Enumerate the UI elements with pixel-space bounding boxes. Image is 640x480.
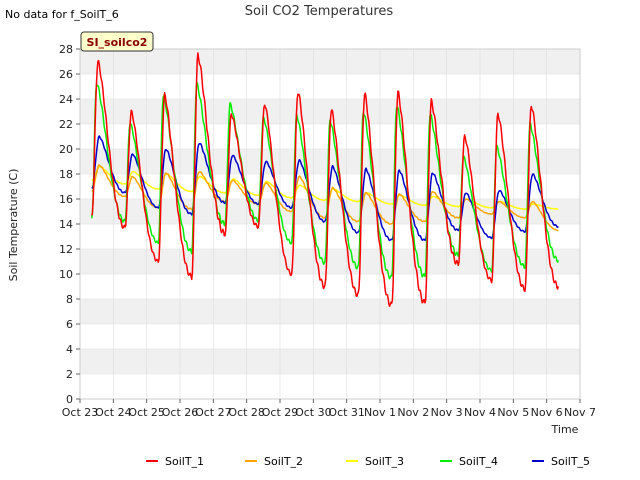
x-axis-label: Time bbox=[551, 423, 579, 436]
x-tick-label: Nov 2 bbox=[397, 406, 429, 419]
legend-label: SoilT_3 bbox=[365, 455, 404, 468]
background-bands bbox=[80, 49, 580, 374]
chart-title: Soil CO2 Temperatures bbox=[245, 4, 394, 19]
legend-label: SoilT_1 bbox=[165, 455, 204, 468]
x-tick-label: Oct 31 bbox=[328, 406, 365, 419]
y-tick-label: 0 bbox=[66, 393, 73, 406]
series-line-soilt-2 bbox=[91, 164, 559, 232]
y-tick-label: 20 bbox=[59, 143, 73, 156]
y-tick-label: 16 bbox=[59, 193, 73, 206]
background-band bbox=[80, 299, 580, 324]
x-tick-label: Oct 29 bbox=[262, 406, 299, 419]
x-tick-label: Nov 7 bbox=[564, 406, 596, 419]
legend-label: SoilT_5 bbox=[551, 455, 590, 468]
series-line-soilt-1 bbox=[90, 52, 560, 308]
y-tick-label: 4 bbox=[66, 343, 73, 356]
y-tick-label: 28 bbox=[59, 43, 73, 56]
x-tick-label: Oct 24 bbox=[95, 406, 132, 419]
x-tick-label: Nov 3 bbox=[431, 406, 463, 419]
legend-label: SoilT_2 bbox=[264, 455, 303, 468]
legend: SoilT_1 SoilT_2 SoilT_3 SoilT_4 SoilT_5 bbox=[146, 455, 590, 468]
site-badge[interactable]: SI_soilco2 bbox=[80, 31, 154, 52]
y-tick-label: 18 bbox=[59, 168, 73, 181]
x-tick-label: Nov 6 bbox=[531, 406, 563, 419]
site-badge-label: SI_soilco2 bbox=[87, 36, 148, 49]
background-band bbox=[80, 349, 580, 374]
x-tick-label: Oct 27 bbox=[195, 406, 232, 419]
series-lines bbox=[90, 52, 560, 308]
x-tick-label: Oct 30 bbox=[295, 406, 332, 419]
background-band bbox=[80, 49, 580, 74]
y-tick-label: 24 bbox=[59, 93, 73, 106]
series-line-soilt-5 bbox=[91, 135, 559, 242]
y-tick-label: 8 bbox=[66, 293, 73, 306]
no-data-note: No data for f_SoilT_6 bbox=[5, 8, 119, 21]
y-tick-label: 12 bbox=[59, 243, 73, 256]
y-tick-label: 22 bbox=[59, 118, 73, 131]
site-badge-box bbox=[80, 31, 154, 52]
y-axis-label: Soil Temperature (C) bbox=[7, 169, 20, 282]
x-tick-label: Nov 1 bbox=[364, 406, 396, 419]
y-tick-label: 14 bbox=[59, 218, 73, 231]
y-tick-label: 26 bbox=[59, 68, 73, 81]
y-tick-label: 6 bbox=[66, 318, 73, 331]
legend-label: SoilT_4 bbox=[459, 455, 498, 468]
background-band bbox=[80, 249, 580, 274]
y-tick-label: 2 bbox=[66, 368, 73, 381]
x-tick-label: Oct 26 bbox=[162, 406, 199, 419]
x-tick-label: Oct 28 bbox=[228, 406, 265, 419]
x-tick-label: Oct 25 bbox=[128, 406, 165, 419]
y-tick-label: 10 bbox=[59, 268, 73, 281]
x-tick-label: Nov 5 bbox=[497, 406, 529, 419]
x-tick-label: Oct 23 bbox=[62, 406, 99, 419]
x-tick-label: Nov 4 bbox=[464, 406, 496, 419]
